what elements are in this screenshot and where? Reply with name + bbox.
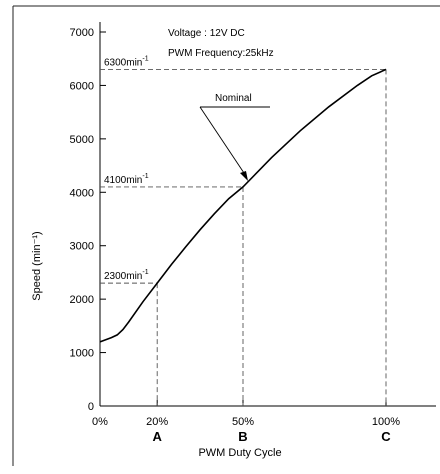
callout-label: Nominal	[215, 93, 252, 104]
callout-leader	[199, 106, 247, 177]
x-axis-ticks: 0% 20% 50% 100%	[92, 400, 400, 428]
y-tick-label: 2000	[70, 294, 94, 306]
reference-value-label: 4100min-1	[104, 173, 149, 186]
x-axis-title: PWM Duty Cycle	[198, 447, 281, 459]
x-tick-label: 20%	[146, 416, 168, 428]
y-axis-title: Speed (min⁻¹)	[31, 231, 43, 300]
series-line	[99, 68, 387, 343]
series-layer	[99, 68, 387, 343]
y-tick-label: 7000	[70, 27, 94, 39]
y-tick-label: 6000	[70, 80, 94, 92]
y-tick-label: 3000	[70, 241, 94, 253]
annotation-voltage: Voltage : 12V DC	[168, 28, 245, 39]
reference-labels: 2300min-1 A 4100min-1 B 6300min-1 C	[104, 55, 391, 444]
y-tick-label: 0	[88, 401, 94, 413]
x-tick-label: 0%	[92, 416, 108, 428]
y-tick-label: 5000	[70, 134, 94, 146]
reference-letter: C	[381, 429, 391, 444]
annotation-pwm-frequency: PWM Frequency:25kHz	[168, 48, 274, 59]
reference-letter: A	[153, 429, 163, 444]
reference-letter: B	[238, 429, 247, 444]
y-tick-label: 4000	[70, 187, 94, 199]
x-tick-label: 100%	[372, 416, 400, 428]
y-axis-ticks: 0 1000 2000 3000 4000 5000 6000 7000	[70, 27, 106, 413]
reference-value-label: 6300min-1	[104, 55, 149, 68]
y-tick-label: 1000	[70, 348, 94, 360]
reference-value-label: 2300min-1	[104, 269, 149, 282]
callout-arrowhead	[240, 171, 248, 181]
x-tick-label: 50%	[232, 416, 254, 428]
reference-guides	[100, 68, 387, 406]
